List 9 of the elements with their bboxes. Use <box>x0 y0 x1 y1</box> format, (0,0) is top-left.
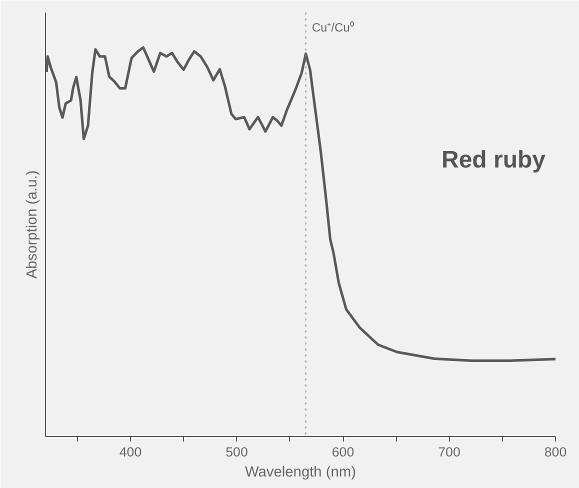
y-axis-title: Absorption (a.u.) <box>24 170 40 279</box>
ref-line-label: Cu⁺/Cu⁰ <box>312 20 354 34</box>
x-tick-label: 500 <box>226 444 248 460</box>
annotation: Red ruby <box>441 146 546 174</box>
x-axis-title: Wavelength (nm) <box>244 464 356 480</box>
x-tick-label: 600 <box>332 444 354 460</box>
x-tick-label: 800 <box>544 444 567 460</box>
x-tick-label: 400 <box>119 444 142 460</box>
x-tick-label: 700 <box>438 444 460 460</box>
